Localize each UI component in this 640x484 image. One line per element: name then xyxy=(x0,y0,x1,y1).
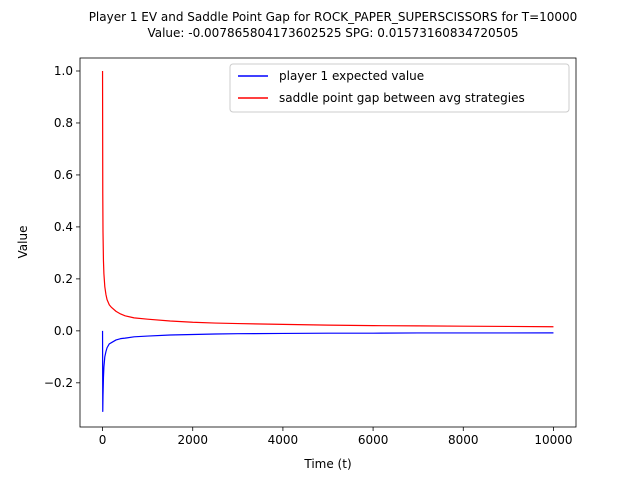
x-tick-label: 0 xyxy=(99,433,107,447)
plot-area: 0 2000 4000 6000 8000 10000 −0.2 0.0 0.2 0.4 0.6 0.… xyxy=(44,57,577,447)
x-axis-label: Time (t) xyxy=(303,457,351,471)
legend-label-2: saddle point gap between avg strategies xyxy=(279,91,525,105)
x-tick-label: 2000 xyxy=(177,433,208,447)
y-tick-label: −0.2 xyxy=(44,376,73,390)
chart-title-line-1: Player 1 EV and Saddle Point Gap for ROC… xyxy=(89,10,578,24)
y-tick-label: 0.6 xyxy=(54,168,73,182)
chart-title-line-2: Value: -0.007865804173602525 SPG: 0.0157… xyxy=(147,26,518,40)
x-tick-label: 4000 xyxy=(268,433,299,447)
legend: player 1 expected value saddle point gap … xyxy=(229,63,570,113)
y-axis-label: Value xyxy=(16,226,30,259)
legend-box xyxy=(229,63,570,113)
y-tick-label: 0.4 xyxy=(54,220,73,234)
y-tick-label: 0.2 xyxy=(54,272,73,286)
x-tick-label: 8000 xyxy=(448,433,479,447)
y-tick-label: 1.0 xyxy=(54,64,73,78)
series-line-1 xyxy=(101,330,554,413)
y-tick-label: 0.8 xyxy=(54,116,73,130)
series-line-2 xyxy=(101,70,554,328)
x-tick-label: 10000 xyxy=(534,433,572,447)
legend-label-1: player 1 expected value xyxy=(279,69,424,83)
y-tick-label: 0.0 xyxy=(54,324,73,338)
x-tick-label: 6000 xyxy=(358,433,389,447)
axes-frame xyxy=(79,57,577,428)
